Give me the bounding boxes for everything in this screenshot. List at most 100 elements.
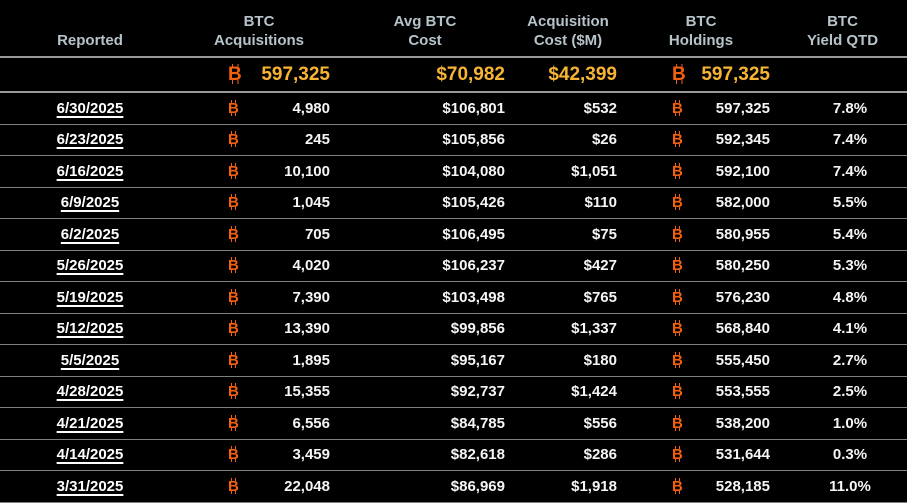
btc-icon: B <box>672 63 686 85</box>
avg-btc-cost-value: $82,618 <box>450 446 505 464</box>
btc-holdings-cell: B 597,325 <box>624 99 778 117</box>
btc-holdings-value: 528,185 <box>715 477 770 495</box>
acquisition-cost-value: $532 <box>583 99 617 117</box>
btc-icon: B <box>672 351 683 369</box>
btc-holdings-cell: B 592,345 <box>624 131 778 148</box>
btc-icon: B <box>228 477 239 495</box>
btc-icon: B <box>228 351 239 369</box>
table-row: 4/21/2025 B 6,556 $84,785 $556 B 538,200… <box>0 408 907 440</box>
btc-icon: B <box>228 162 239 180</box>
reported-cell: 4/14/2025 <box>0 446 180 463</box>
reported-cell: 6/23/2025 <box>0 131 180 148</box>
btc-acquisitions-value: 6,556 <box>292 414 330 432</box>
btc-acquisitions-value: 245 <box>304 131 330 149</box>
table-body: 6/30/2025 B 4,980 $106,801 $532 B 597,32… <box>0 93 907 503</box>
btc-holdings-value: 580,955 <box>715 225 770 243</box>
table-row: 6/30/2025 B 4,980 $106,801 $532 B 597,32… <box>0 93 907 125</box>
btc-holdings-value: 576,230 <box>715 288 770 306</box>
btc-acquisitions-cell: B 4,020 <box>180 257 338 274</box>
reported-date-link[interactable]: 6/23/2025 <box>56 131 124 149</box>
table-row: 4/14/2025 B 3,459 $82,618 $286 B 531,644… <box>0 440 907 471</box>
btc-yield-qtd-value: 5.4% <box>832 225 868 243</box>
avg-btc-cost-value: $103,498 <box>442 288 505 306</box>
btc-holdings-value: 592,345 <box>715 131 770 149</box>
btc-icon: B <box>228 383 239 401</box>
acquisition-cost-value: $180 <box>583 351 617 369</box>
btc-acquisitions-value: 4,980 <box>292 99 330 117</box>
reported-date-link[interactable]: 5/5/2025 <box>60 351 120 369</box>
btc-icon: B <box>228 194 239 212</box>
reported-date-link[interactable]: 3/31/2025 <box>56 477 124 495</box>
btc-acquisitions-value: 1,045 <box>292 194 330 212</box>
reported-date-link[interactable]: 6/2/2025 <box>60 225 120 243</box>
btc-acquisitions-cell: B 15,355 <box>180 383 338 400</box>
btc-yield-qtd-value: 11.0% <box>829 477 871 495</box>
btc-holdings-cell: B 580,955 <box>624 225 778 243</box>
acquisition-cost-value: $427 <box>583 257 617 275</box>
btc-icon: B <box>228 446 239 464</box>
btc-yield-qtd-value: 5.3% <box>832 257 868 275</box>
btc-acquisitions-cell: B 6,556 <box>180 414 338 432</box>
reported-cell: 6/2/2025 <box>0 226 180 243</box>
summary-btc-acquisitions-cell: B 597,325 <box>180 63 338 86</box>
table-row: 6/2/2025 B 705 $106,495 $75 B 580,955 5.… <box>0 219 907 251</box>
btc-holdings-value: 582,000 <box>715 194 770 212</box>
reported-date-link[interactable]: 5/12/2025 <box>56 320 124 338</box>
avg-btc-cost-value: $106,801 <box>442 99 505 117</box>
btc-yield-qtd-value: 0.3% <box>832 446 868 464</box>
btc-icon: B <box>672 288 683 306</box>
btc-holdings-value: 568,840 <box>715 320 770 338</box>
btc-holdings-value: 580,250 <box>715 257 770 275</box>
btc-acquisitions-value: 13,390 <box>284 320 330 338</box>
btc-holdings-value: 531,644 <box>715 446 770 464</box>
avg-btc-cost-value: $106,237 <box>442 257 505 275</box>
btc-yield-qtd-value: 4.8% <box>832 288 868 306</box>
btc-holdings-value: 592,100 <box>715 162 770 180</box>
btc-acquisitions-cell: B 7,390 <box>180 288 338 306</box>
btc-holdings-value: 538,200 <box>715 414 770 432</box>
btc-icon: B <box>228 414 239 432</box>
table-row: 5/26/2025 B 4,020 $106,237 $427 B 580,25… <box>0 251 907 282</box>
btc-acquisitions-cell: B 1,045 <box>180 194 338 211</box>
acquisition-cost-value: $765 <box>583 288 617 306</box>
btc-holdings-cell: B 555,450 <box>624 351 778 369</box>
btc-holdings-cell: B 538,200 <box>624 414 778 432</box>
btc-holdings-cell: B 580,250 <box>624 257 778 274</box>
reported-date-link[interactable]: 5/26/2025 <box>56 257 124 275</box>
btc-acquisitions-cell: B 13,390 <box>180 320 338 337</box>
reported-date-link[interactable]: 6/16/2025 <box>56 162 124 180</box>
reported-cell: 6/30/2025 <box>0 100 180 117</box>
btc-icon: B <box>672 194 683 212</box>
column-header-reported: Reported <box>57 32 123 49</box>
reported-date-link[interactable]: 4/14/2025 <box>56 446 124 464</box>
reported-cell: 4/28/2025 <box>0 383 180 400</box>
btc-icon: B <box>228 320 239 338</box>
btc-yield-qtd-value: 7.4% <box>832 162 868 180</box>
reported-cell: 5/5/2025 <box>0 352 180 369</box>
btc-yield-qtd-value: 5.5% <box>832 194 868 212</box>
reported-date-link[interactable]: 4/21/2025 <box>56 414 124 432</box>
btc-icon: B <box>672 131 683 149</box>
reported-cell: 6/9/2025 <box>0 194 180 211</box>
btc-acquisitions-value: 15,355 <box>284 383 330 401</box>
btc-icon: B <box>228 257 239 275</box>
btc-yield-qtd-value: 2.5% <box>832 383 868 401</box>
summary-avg-btc-cost-value: $70,982 <box>436 63 505 85</box>
reported-date-link[interactable]: 4/28/2025 <box>56 383 124 401</box>
avg-btc-cost-value: $105,856 <box>442 131 505 149</box>
btc-holdings-cell: B 582,000 <box>624 194 778 211</box>
column-header-btc-acquisitions: BTC Acquisitions <box>213 13 304 49</box>
btc-icon: B <box>228 63 242 85</box>
btc-acquisitions-value: 4,020 <box>292 257 330 275</box>
reported-cell: 6/16/2025 <box>0 163 180 180</box>
reported-date-link[interactable]: 6/9/2025 <box>60 194 120 212</box>
summary-acquisition-cost-value: $42,399 <box>548 63 617 85</box>
reported-cell: 5/19/2025 <box>0 289 180 306</box>
summary-btc-acquisitions-value: 597,325 <box>261 63 330 85</box>
acquisition-cost-value: $1,337 <box>571 320 617 338</box>
btc-icon: B <box>228 288 239 306</box>
reported-date-link[interactable]: 6/30/2025 <box>56 99 124 117</box>
table-row: 5/19/2025 B 7,390 $103,498 $765 B 576,23… <box>0 282 907 314</box>
acquisition-cost-value: $1,424 <box>571 383 617 401</box>
reported-date-link[interactable]: 5/19/2025 <box>56 288 124 306</box>
